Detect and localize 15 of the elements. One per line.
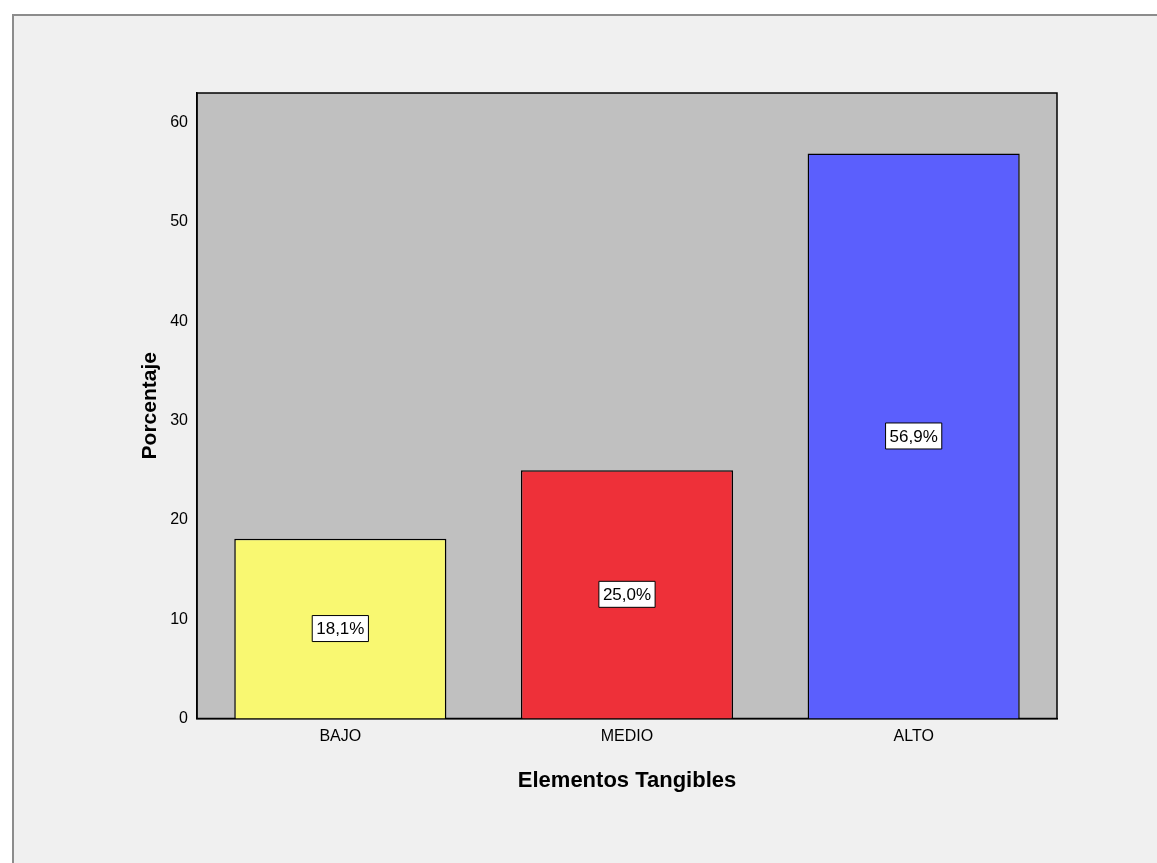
y-tick-label: 20 <box>170 510 189 528</box>
y-tick-label: 10 <box>170 609 189 627</box>
x-axis-title: Elementos Tangibles <box>517 766 737 792</box>
y-tick-label: 0 <box>179 708 189 726</box>
x-tick-label: BAJO <box>319 727 362 745</box>
y-tick-label: 60 <box>170 113 189 131</box>
y-tick-label: 50 <box>170 212 189 230</box>
data-label: 18,1% <box>316 619 365 639</box>
y-axis-title: Porcentaje <box>137 352 161 460</box>
y-tick-label: 30 <box>170 411 189 428</box>
x-tick-label: MEDIO <box>600 727 654 745</box>
y-tick-label: 40 <box>170 311 189 329</box>
data-label: 56,9% <box>889 426 938 446</box>
x-tick-label: ALTO <box>893 727 934 745</box>
data-label: 25,0% <box>602 585 652 604</box>
